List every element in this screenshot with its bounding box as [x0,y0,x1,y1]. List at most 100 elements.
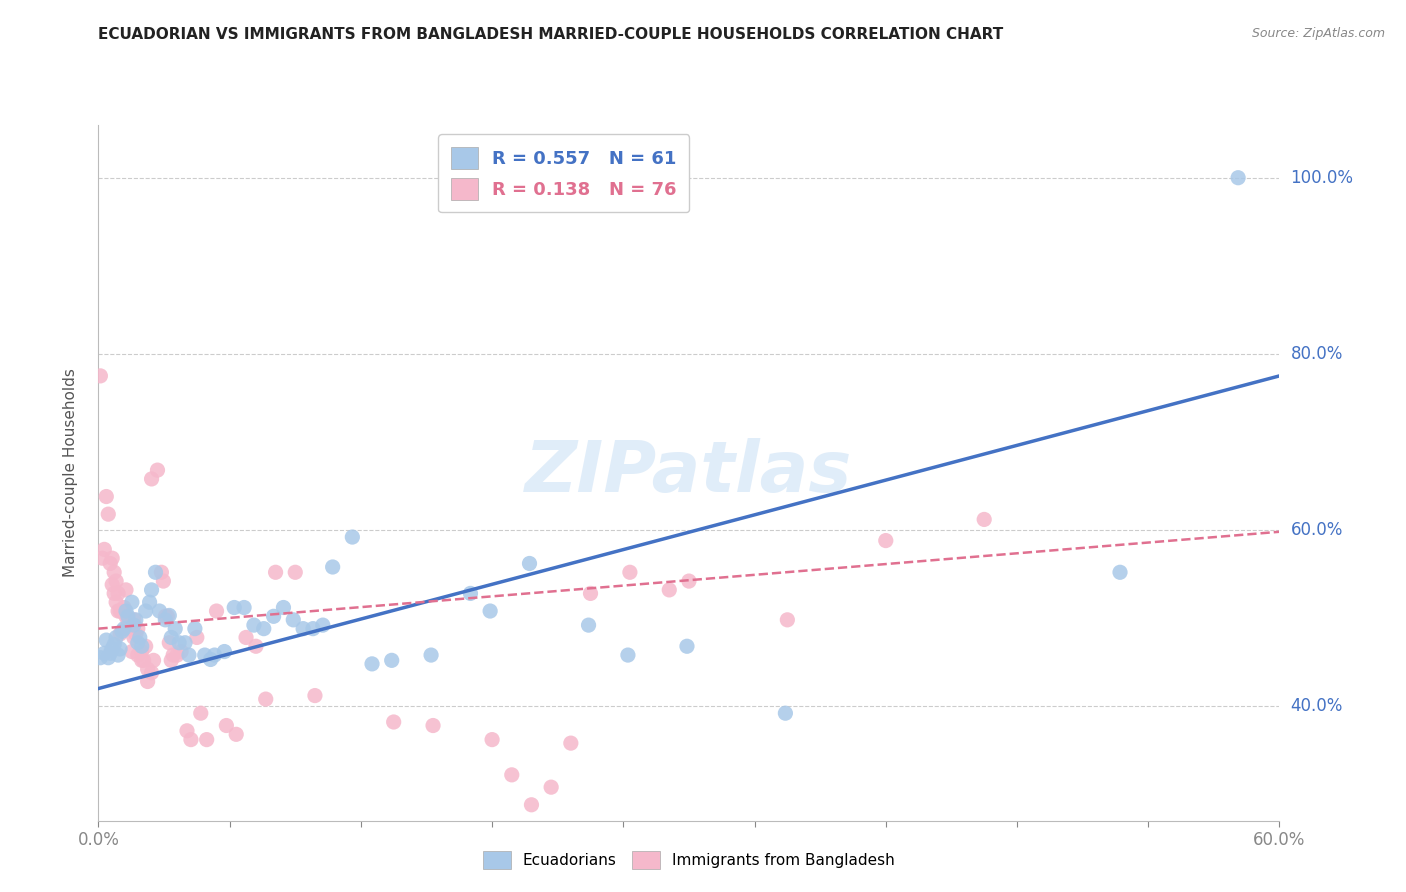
Point [170,644,193,658]
Point [107,586,129,600]
Text: 40.0%: 40.0% [1291,698,1343,715]
Point [103,638,125,652]
Point [91,551,114,566]
Point [157,608,180,623]
Point [166,648,188,662]
Point [361,657,384,671]
Point [105,595,128,609]
Point [122,613,145,627]
Point [111,604,134,618]
Point [775,706,797,721]
Point [420,648,443,662]
Point [176,723,198,738]
Point [121,644,143,658]
Point [273,600,295,615]
Point [127,648,149,662]
Point [283,613,305,627]
Point [519,557,541,571]
Point [225,727,247,741]
Point [254,692,277,706]
Point [619,566,641,580]
Point [108,604,131,618]
Point [132,653,155,667]
Point [142,653,165,667]
Point [235,631,257,645]
Point [141,665,163,680]
Point [292,622,315,636]
Point [578,618,600,632]
Point [460,586,482,600]
Point [540,780,562,794]
Point [103,566,125,580]
Point [146,463,169,477]
Point [160,631,183,645]
Point [658,582,681,597]
Point [422,718,444,732]
Point [481,732,503,747]
Point [98,557,121,571]
Point [136,674,159,689]
Point [107,604,129,618]
Point [117,618,139,632]
Point [312,618,335,632]
Point [96,633,118,648]
Point [107,648,129,662]
Point [108,641,131,656]
Point [121,595,143,609]
Point [105,574,128,588]
Point [117,613,139,627]
Text: 80.0%: 80.0% [1291,345,1343,363]
Point [103,586,125,600]
Point [205,604,228,618]
Point [115,609,138,624]
Text: 60.0%: 60.0% [1291,521,1343,539]
Point [97,650,120,665]
Point [125,613,148,627]
Point [136,662,159,676]
Point [194,648,217,662]
Point [162,648,184,662]
Point [233,600,256,615]
Point [135,604,157,618]
Point [520,797,543,812]
Point [678,574,700,588]
Point [152,574,174,588]
Point [155,609,177,624]
Point [195,732,218,747]
Point [127,622,149,636]
Point [253,622,276,636]
Point [263,609,285,624]
Point [676,640,699,654]
Text: ECUADORIAN VS IMMIGRANTS FROM BANGLADESH MARRIED-COUPLE HOUSEHOLDS CORRELATION C: ECUADORIAN VS IMMIGRANTS FROM BANGLADESH… [98,27,1004,42]
Point [105,631,128,645]
Point [97,507,120,521]
Point [93,542,115,557]
Point [186,631,208,645]
Point [214,644,236,658]
Point [131,640,153,654]
Point [160,653,183,667]
Point [617,648,640,662]
Point [155,613,177,627]
Point [145,566,167,580]
Point [115,604,138,618]
Point [122,618,145,632]
Text: Source: ZipAtlas.com: Source: ZipAtlas.com [1251,27,1385,40]
Point [776,613,799,627]
Point [112,600,135,615]
Point [131,653,153,667]
Point [115,582,138,597]
Point [177,648,200,662]
Point [148,604,170,618]
Point [111,624,134,639]
Point [118,618,141,632]
Point [973,512,995,526]
Point [243,618,266,632]
Point [245,640,267,654]
Point [89,650,111,665]
Legend: Ecuadorians, Immigrants from Bangladesh: Ecuadorians, Immigrants from Bangladesh [477,845,901,875]
Point [284,566,307,580]
Point [184,622,207,636]
Point [875,533,897,548]
Point [117,609,139,624]
